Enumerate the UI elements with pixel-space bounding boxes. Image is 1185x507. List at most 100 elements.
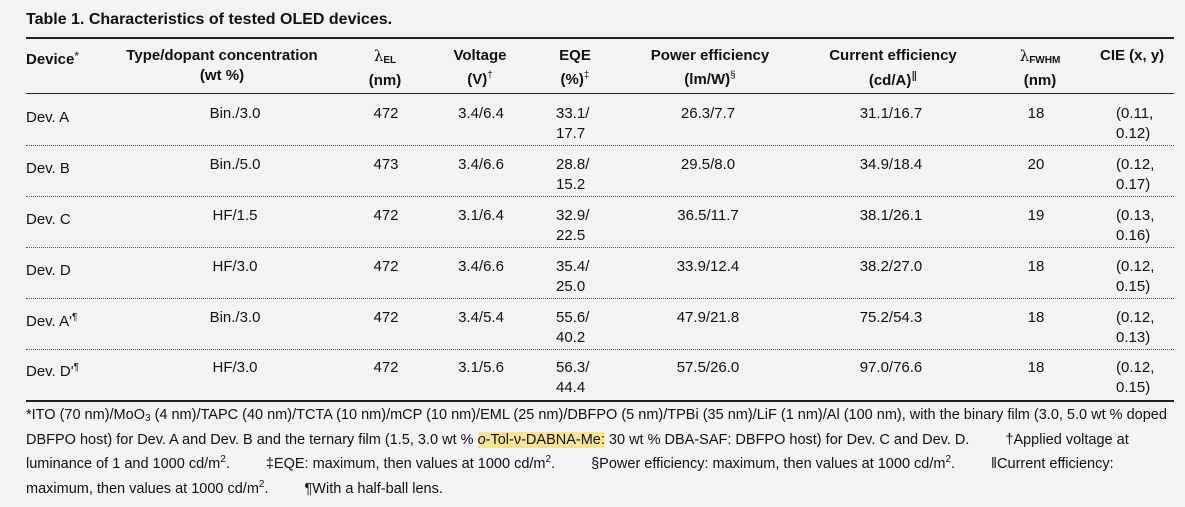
header-voltage: Voltage (V)†: [440, 46, 520, 90]
table-footnotes: *ITO (70 nm)/MoO3 (4 nm)/TAPC (40 nm)/TC…: [26, 405, 1176, 499]
cell-voltage: 3.4/6.4: [458, 105, 504, 122]
cell-fwhm: 20: [1027, 156, 1045, 173]
cell-device: Dev. D: [26, 262, 71, 279]
header-fwhm: λFWHM (nm): [1005, 46, 1075, 91]
cell-voltage: 3.4/5.4: [458, 309, 504, 326]
header-rule: [26, 93, 1174, 94]
header-device: Device*: [26, 46, 79, 70]
header-pe-line2: (lm/W): [684, 71, 731, 88]
table-title: Table 1. Characteristics of tested OLED …: [26, 11, 393, 28]
header-pe-mark: §: [730, 70, 736, 81]
header-pe-line1: Power efficiency: [650, 47, 770, 64]
header-fwhm-unit: (nm): [1023, 72, 1057, 89]
lambda-symbol: λ: [373, 47, 384, 65]
cell-type: HF/3.0: [212, 359, 258, 376]
header-voltage-line2: (V): [467, 71, 488, 88]
cell-eqe: 56.3/44.4: [556, 359, 590, 396]
header-current-efficiency: Current efficiency (cd/A)‖: [808, 46, 978, 91]
header-eqe-line1: EQE: [559, 47, 591, 64]
cell-current-efficiency: 38.1/26.1: [859, 207, 923, 224]
cell-eqe: 35.4/25.0: [556, 258, 590, 295]
cell-device: Dev. B: [26, 160, 70, 177]
cell-lambda-el: 473: [373, 156, 399, 173]
header-eqe-line2: (%): [560, 71, 584, 88]
header-ce-line2: (cd/A): [868, 72, 912, 89]
header-voltage-mark: †: [487, 70, 493, 81]
table-row: Dev. A Bin./3.0 472 3.4/6.4 33.1/17.7 26…: [26, 96, 1174, 146]
cell-device: Dev. A: [26, 109, 70, 126]
footnote-text: *ITO (70 nm)/MoO3 (4 nm)/TAPC (40 nm)/TC…: [26, 407, 1167, 497]
header-lambda-el-unit: (nm): [368, 72, 402, 89]
cell-lambda-el: 472: [373, 359, 399, 376]
header-type-line2: (wt %): [199, 67, 245, 84]
highlighted-compound: o-Tol-ν-DABNA-Me:: [477, 431, 605, 448]
header-lambda-el-sub: EL: [383, 55, 397, 66]
cell-power-efficiency: 47.9/21.8: [676, 309, 740, 326]
table-row: Dev. A'¶ Bin./3.0 472 3.4/5.4 55.6/40.2 …: [26, 300, 1174, 350]
cell-type: Bin./3.0: [209, 309, 261, 326]
cell-device: Dev. D'¶: [26, 362, 79, 380]
cell-cie: (0.12, 0.15): [1116, 258, 1155, 295]
header-ce-mark: ‖: [911, 68, 918, 84]
header-fwhm-sub: FWHM: [1029, 55, 1061, 66]
cell-power-efficiency: 26.3/7.7: [680, 105, 736, 122]
cell-eqe: 33.1/17.7: [556, 105, 590, 142]
table-row: Dev. B Bin./5.0 473 3.4/6.6 28.8/15.2 29…: [26, 147, 1174, 197]
cell-cie: (0.12, 0.15): [1116, 359, 1155, 396]
row-divider: [26, 298, 1174, 299]
cell-current-efficiency: 31.1/16.7: [859, 105, 923, 122]
cell-power-efficiency: 57.5/26.0: [676, 359, 740, 376]
footnote-eqe: ‡EQE: maximum, then values at 1000 cd/m2…: [265, 454, 556, 472]
header-type-line1: Type/dopant concentration: [126, 47, 318, 64]
cell-eqe: 55.6/40.2: [556, 309, 590, 346]
header-device-label: Device: [26, 51, 75, 68]
cell-lambda-el: 472: [373, 207, 399, 224]
cell-fwhm: 18: [1027, 258, 1045, 275]
cell-current-efficiency: 97.0/76.6: [859, 359, 923, 376]
cell-current-efficiency: 75.2/54.3: [859, 309, 923, 326]
cell-fwhm: 18: [1027, 309, 1045, 326]
cell-cie: (0.12, 0.17): [1116, 156, 1155, 193]
header-type: Type/dopant concentration (wt %): [112, 46, 332, 86]
cell-lambda-el: 472: [373, 309, 399, 326]
header-eqe: EQE (%)‡: [540, 46, 610, 90]
row-divider: [26, 349, 1174, 350]
table-row: Dev. C HF/1.5 472 3.1/6.4 32.9/22.5 36.5…: [26, 198, 1174, 248]
footnote-power-efficiency: §Power efficiency: maximum, then values …: [591, 454, 956, 472]
cell-fwhm: 18: [1027, 359, 1045, 376]
cell-type: Bin./3.0: [209, 105, 261, 122]
header-ce-line1: Current efficiency: [829, 47, 957, 64]
cell-cie: (0.11, 0.12): [1116, 105, 1154, 142]
header-voltage-line1: Voltage: [453, 47, 507, 64]
cell-type: HF/3.0: [212, 258, 258, 275]
cell-type: HF/1.5: [212, 207, 258, 224]
cell-power-efficiency: 29.5/8.0: [680, 156, 736, 173]
cell-cie: (0.13, 0.16): [1116, 207, 1155, 244]
cell-lambda-el: 472: [373, 105, 399, 122]
cell-cie: (0.12, 0.13): [1116, 309, 1155, 346]
row-divider: [26, 196, 1174, 197]
cell-type: Bin./5.0: [209, 156, 261, 173]
row-divider: [26, 247, 1174, 248]
header-lambda-el: λEL (nm): [350, 46, 420, 91]
cell-fwhm: 18: [1027, 105, 1045, 122]
cell-voltage: 3.4/6.6: [458, 156, 504, 173]
cell-eqe: 28.8/15.2: [556, 156, 590, 193]
header-eqe-mark: ‡: [583, 70, 590, 81]
cell-eqe: 32.9/22.5: [556, 207, 590, 244]
top-rule: [26, 37, 1174, 39]
row-divider: [26, 145, 1174, 146]
footnote-half-ball-lens: ¶With a half-ball lens.: [304, 480, 443, 497]
cell-device: Dev. A'¶: [26, 312, 78, 330]
bottom-rule: [26, 400, 1174, 402]
cell-lambda-el: 472: [373, 258, 399, 275]
table-row: Dev. D HF/3.0 472 3.4/6.6 35.4/25.0 33.9…: [26, 249, 1174, 299]
cell-current-efficiency: 38.2/27.0: [859, 258, 923, 275]
cell-power-efficiency: 36.5/11.7: [677, 207, 739, 224]
footnote-current-efficiency: ‖Current efficiency: maximum, then value…: [26, 456, 1114, 497]
cell-voltage: 3.1/6.4: [458, 207, 504, 224]
cell-fwhm: 19: [1027, 207, 1045, 224]
cell-voltage: 3.1/5.6: [458, 359, 504, 376]
footnote-voltage: †Applied voltage at luminance of 1 and 1…: [26, 431, 1129, 473]
